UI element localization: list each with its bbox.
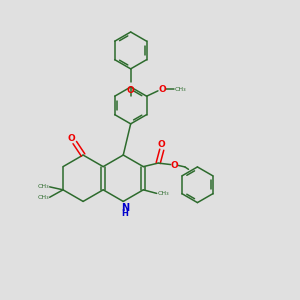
Text: CH₃: CH₃ (158, 191, 170, 196)
Text: CH₃: CH₃ (37, 195, 49, 200)
Text: O: O (127, 86, 135, 95)
Text: O: O (171, 161, 179, 170)
Text: O: O (67, 134, 75, 142)
Text: O: O (158, 85, 166, 94)
Text: CH₃: CH₃ (174, 88, 186, 92)
Text: O: O (158, 140, 166, 149)
Text: N: N (121, 203, 129, 213)
Text: H: H (121, 209, 128, 218)
Text: CH₃: CH₃ (37, 184, 49, 189)
